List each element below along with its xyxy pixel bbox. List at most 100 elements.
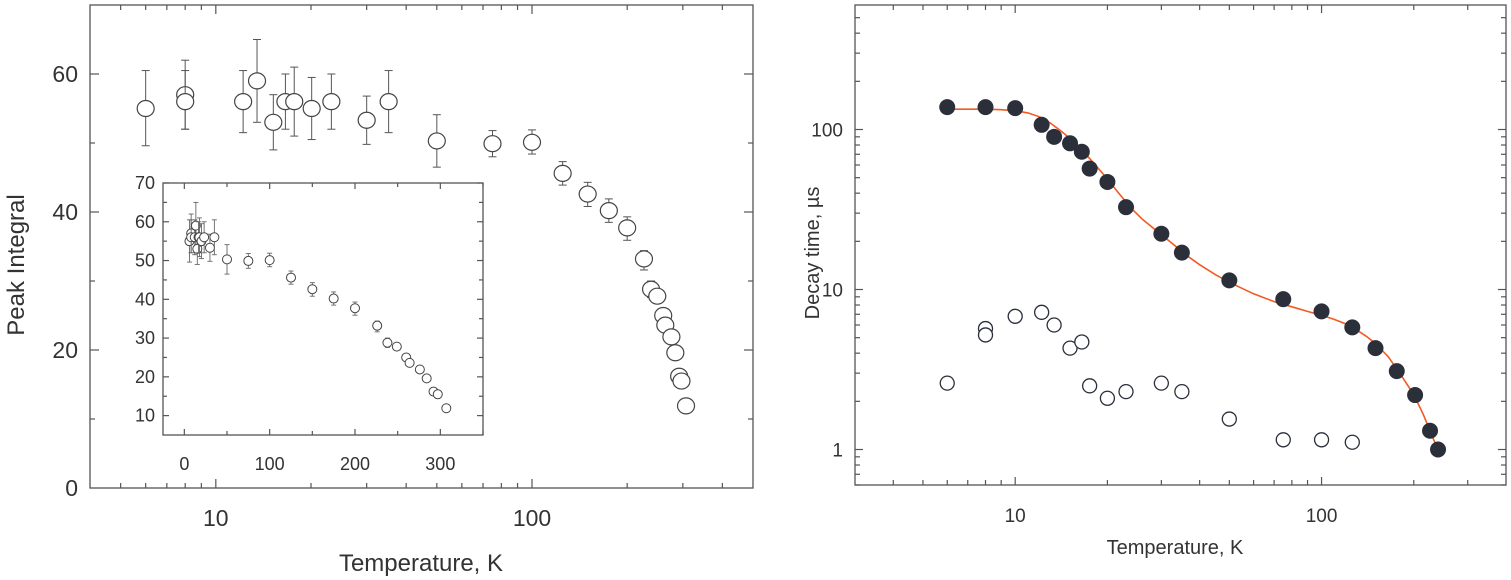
data-point: [357, 111, 376, 129]
right-x-axis-title: Temperature, K: [1107, 537, 1244, 559]
left-x-axis-title: Temperature, K: [339, 550, 503, 577]
filled-data-point: [1118, 199, 1135, 216]
filled-data-point: [939, 99, 956, 116]
data-point: [666, 344, 685, 362]
open-data-point: [1081, 378, 1098, 394]
inset-data-point: [307, 284, 318, 295]
open-data-point: [1344, 434, 1360, 450]
left-chart: 0 20 40 60 10 100 10 20 30 40 50 60 70 0 100 200 300: [52, 4, 754, 531]
inset-data-point: [391, 341, 402, 352]
right-y-axis-title: Decay time, µs: [802, 187, 824, 320]
inset-chart: 10 20 30 40 50 60 70 0 100 200 300: [135, 173, 484, 474]
filled-data-point: [1073, 143, 1090, 160]
data-point: [634, 250, 654, 268]
data-point: [285, 92, 304, 111]
inset-data-point: [328, 293, 339, 304]
inset-data-point: [243, 255, 254, 266]
right-plot-frame: [854, 4, 1507, 486]
inset-y-tick-label: 70: [135, 173, 155, 193]
inset-data-point: [382, 337, 393, 348]
filled-data-point: [1062, 135, 1079, 152]
inset-data-point: [286, 272, 296, 283]
y-tick-label: 1: [832, 441, 843, 462]
y-tick-label: 100: [811, 121, 843, 142]
data-point: [599, 202, 618, 220]
data-point: [234, 92, 253, 111]
data-point: [648, 287, 667, 305]
filled-data-point: [1422, 422, 1439, 439]
open-data-point: [939, 375, 955, 391]
inset-data-point: [372, 320, 383, 331]
filled-data-point: [977, 99, 994, 116]
data-point: [553, 164, 572, 182]
filled-data-point: [1430, 441, 1447, 458]
inset-data-point: [350, 303, 360, 314]
inset-data-point: [414, 364, 425, 375]
filled-data-point: [1173, 244, 1190, 261]
open-data-point: [977, 327, 994, 343]
data-point: [247, 72, 267, 90]
inset-data-point: [199, 232, 210, 243]
filled-data-point: [1221, 272, 1238, 289]
filled-data-point: [1099, 173, 1116, 190]
data-point: [676, 397, 696, 415]
y-tick-label: 10: [822, 281, 843, 302]
x-tick-label: 100: [1306, 506, 1338, 527]
open-data-point: [1099, 390, 1116, 406]
inset-data-point: [264, 255, 275, 266]
inset-data-point: [404, 357, 415, 368]
inset-data-point: [421, 373, 432, 384]
x-tick-label: 10: [203, 505, 229, 531]
inset-x-tick-label: 0: [179, 454, 189, 474]
inset-y-tick-label: 20: [135, 367, 155, 387]
data-point: [618, 219, 637, 237]
inset-y-tick-label: 40: [135, 289, 155, 309]
inset-y-tick-label: 10: [135, 406, 155, 426]
open-data-point: [1074, 334, 1090, 350]
filled-data-point: [1046, 128, 1063, 145]
data-point: [662, 328, 681, 346]
inset-y-tick-label: 60: [135, 212, 155, 232]
open-data-point: [1221, 411, 1237, 427]
fit-curve: [947, 108, 1439, 450]
inset-x-tick-label: 200: [340, 454, 370, 474]
open-data-point: [1046, 317, 1062, 333]
y-tick-label: 20: [52, 337, 78, 363]
right-chart: 1 10 100 10 100: [811, 4, 1507, 527]
data-point: [302, 99, 321, 118]
data-point: [264, 113, 283, 131]
inset-x-tick-label: 100: [255, 454, 285, 474]
open-data-point: [1153, 375, 1170, 391]
y-tick-label: 40: [52, 199, 78, 225]
open-data-point: [1174, 383, 1190, 400]
filled-data-point: [1153, 225, 1170, 242]
inset-y-tick-label: 30: [135, 328, 155, 348]
inset-data-point: [432, 389, 443, 400]
filled-data-point: [1344, 319, 1361, 336]
open-data-point: [1007, 308, 1023, 324]
x-tick-label: 100: [513, 505, 551, 531]
filled-data-point: [1313, 303, 1330, 320]
filled-data-point: [1275, 291, 1292, 308]
left-plot-frame: [89, 4, 754, 489]
data-point: [522, 133, 542, 151]
inset-data-point: [222, 254, 232, 265]
inset-data-point: [209, 232, 220, 243]
open-data-point: [1313, 432, 1330, 448]
inset-x-tick-label: 300: [425, 454, 455, 474]
left-y-axis-title: Peak Integral: [3, 194, 30, 335]
x-tick-label: 10: [1005, 506, 1026, 527]
filled-data-point: [1388, 363, 1405, 380]
open-data-point: [1062, 340, 1078, 356]
filled-data-point: [1081, 160, 1098, 177]
filled-data-point: [1033, 116, 1050, 133]
data-point: [176, 92, 195, 111]
open-data-point: [1118, 383, 1134, 400]
filled-data-point: [1007, 100, 1024, 117]
data-point: [379, 92, 398, 111]
open-data-point: [1033, 304, 1050, 320]
filled-data-point: [1367, 340, 1384, 357]
data-point: [672, 372, 691, 390]
data-point: [322, 92, 341, 111]
